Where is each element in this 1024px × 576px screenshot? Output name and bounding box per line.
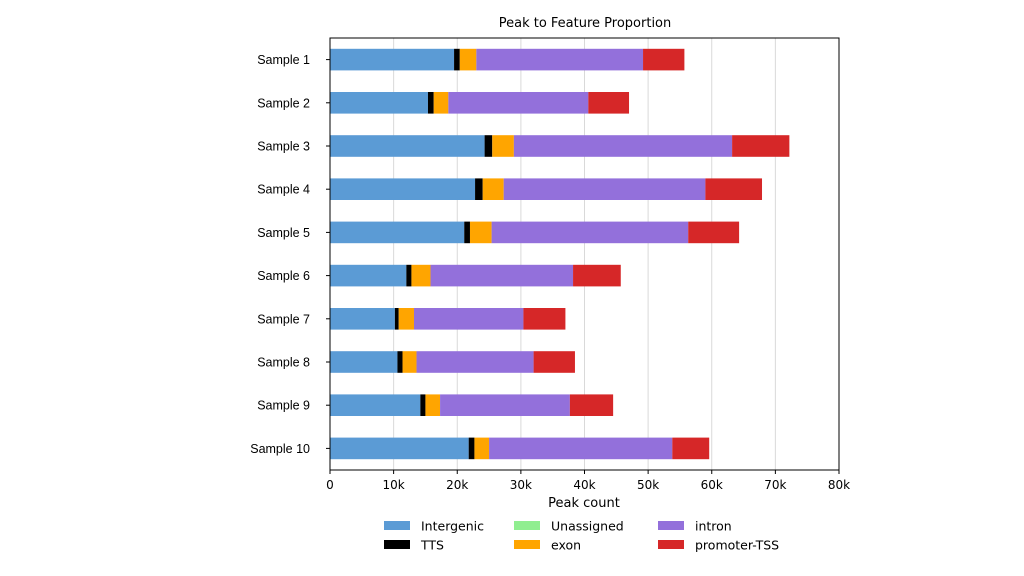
x-tick-label: 40k xyxy=(573,478,595,492)
y-tick-label: Sample 1 xyxy=(257,53,310,67)
x-axis-label: Peak count xyxy=(548,496,620,511)
x-tick-label: 10k xyxy=(383,478,405,492)
y-tick-label: Sample 9 xyxy=(257,399,310,413)
bar-segment-exon xyxy=(425,394,441,416)
legend: Intergenic TTS Unassigned exon intron promote… xyxy=(384,519,779,553)
legend-swatch xyxy=(658,521,684,530)
bar-segment-tts xyxy=(464,221,470,244)
x-tick-label: 20k xyxy=(446,478,468,492)
legend-label: intron xyxy=(695,519,732,534)
bar-segment-intergenic xyxy=(330,351,398,373)
bar-segment-intergenic xyxy=(330,92,428,114)
bar-segment-tts xyxy=(427,92,434,114)
bar-segment-promoter-tss xyxy=(688,221,740,244)
legend-label: Intergenic xyxy=(421,519,484,534)
bar-segment-promoter-tss xyxy=(672,437,710,460)
x-tick-label: 0 xyxy=(326,478,334,492)
bar-segment-intron xyxy=(413,308,524,330)
bar-segment-promoter-tss xyxy=(523,308,566,330)
bar-segment-promoter-tss xyxy=(705,178,763,200)
legend-swatch xyxy=(384,540,410,549)
bar-segment-promoter-tss xyxy=(732,135,790,157)
bar-segment-exon xyxy=(402,351,417,373)
bar-segment-intergenic xyxy=(330,221,465,244)
y-tick-label: Sample 10 xyxy=(250,442,310,456)
bar-segment-promoter-tss xyxy=(533,351,575,373)
bar-segment-intron xyxy=(489,437,673,460)
chart-title: Peak to Feature Proportion xyxy=(499,16,672,31)
bar-segment-promoter-tss xyxy=(569,394,614,416)
bar-segment-tts xyxy=(394,308,399,330)
legend-swatch xyxy=(514,540,540,549)
bar-segment-exon xyxy=(469,221,492,244)
bar-segment-promoter-tss xyxy=(643,48,685,71)
bar-segment-intergenic xyxy=(330,437,469,460)
y-tick-label: Sample 7 xyxy=(257,312,310,326)
legend-label: TTS xyxy=(420,538,444,553)
bar-segment-exon xyxy=(411,264,431,287)
legend-label: exon xyxy=(551,538,581,553)
y-tick-label: Sample 4 xyxy=(257,183,310,197)
bar-segment-tts xyxy=(484,135,493,157)
bar-segment-exon xyxy=(482,178,504,200)
legend-label: promoter-TSS xyxy=(695,538,779,553)
legend-swatch xyxy=(658,540,684,549)
bar-segment-intron xyxy=(448,92,589,114)
legend-swatch xyxy=(384,521,410,530)
bars xyxy=(330,48,790,460)
bar-segment-tts xyxy=(475,178,483,200)
bar-segment-exon xyxy=(398,308,414,330)
bar-segment-tts xyxy=(454,48,460,71)
bar-segment-exon xyxy=(433,92,449,114)
bar-segment-intron xyxy=(416,351,534,373)
bar-segment-tts xyxy=(406,264,412,287)
x-tick-label: 60k xyxy=(701,478,723,492)
legend-label: Unassigned xyxy=(551,519,624,534)
bar-segment-promoter-tss xyxy=(588,92,630,114)
bar-segment-tts xyxy=(420,394,426,416)
bar-segment-tts xyxy=(468,437,475,460)
x-tick-label: 30k xyxy=(510,478,532,492)
bar-segment-intergenic xyxy=(330,394,421,416)
bar-segment-exon xyxy=(492,135,514,157)
bar-segment-tts xyxy=(397,351,403,373)
x-tick-label: 80k xyxy=(828,478,850,492)
legend-swatch xyxy=(514,521,540,530)
bar-segment-intron xyxy=(430,264,574,287)
bar-segment-intergenic xyxy=(330,264,407,287)
bar-segment-exon xyxy=(459,48,477,71)
y-tick-label: Sample 6 xyxy=(257,269,310,283)
bar-segment-intron xyxy=(491,221,689,244)
bar-segment-intergenic xyxy=(330,308,395,330)
x-tick-label: 70k xyxy=(764,478,786,492)
x-tick-label: 50k xyxy=(637,478,659,492)
y-axis: Sample 1 Sample 2 Sample 3 Sample 4 Sample 5… xyxy=(250,53,330,456)
y-tick-label: Sample 8 xyxy=(257,356,310,370)
bar-segment-intron xyxy=(503,178,706,200)
bar-segment-intron xyxy=(476,48,644,71)
bar-segment-exon xyxy=(474,437,490,460)
y-tick-label: Sample 5 xyxy=(257,226,310,240)
bar-segment-intergenic xyxy=(330,48,455,71)
bar-segment-intron xyxy=(513,135,733,157)
bar-segment-intergenic xyxy=(330,135,485,157)
y-tick-label: Sample 2 xyxy=(257,96,310,110)
bar-segment-promoter-tss xyxy=(573,264,621,287)
bar-segment-intergenic xyxy=(330,178,476,200)
y-tick-label: Sample 3 xyxy=(257,140,310,154)
bar-segment-intron xyxy=(440,394,570,416)
x-axis: 0 10k 20k 30k 40k 50k 60k 70k 80k xyxy=(326,470,850,492)
